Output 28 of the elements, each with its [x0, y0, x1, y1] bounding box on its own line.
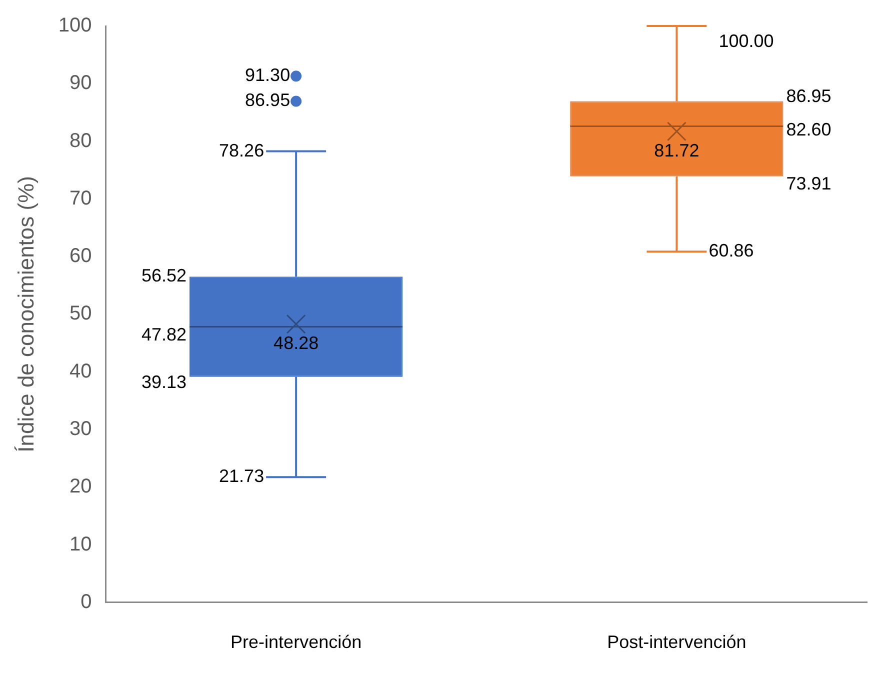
y-tick-label: 80: [70, 130, 92, 152]
y-tick-label: 20: [70, 476, 92, 498]
annotation: 47.82: [141, 324, 187, 345]
y-tick-label: 60: [70, 245, 92, 268]
y-tick-label: 30: [70, 418, 92, 440]
annotation: 78.26: [219, 140, 264, 160]
annotation: 100.00: [718, 30, 774, 51]
annotation: 60.86: [708, 240, 754, 261]
y-tick-label: 70: [70, 187, 92, 210]
annotation: 39.13: [141, 372, 187, 392]
annotation: 73.91: [786, 173, 832, 194]
annotation: 81.72: [654, 140, 700, 160]
y-tick-label: 100: [58, 14, 92, 37]
annotation: 48.28: [274, 333, 319, 354]
annotation: 21.73: [219, 466, 264, 486]
x-tick-label: Pre-intervención: [230, 632, 362, 652]
x-tick-label: Post-intervención: [607, 632, 746, 652]
y-tick-label: 50: [70, 302, 92, 325]
y-tick-label: 90: [70, 72, 92, 94]
annotation: 56.52: [141, 266, 187, 286]
annotation: 82.60: [786, 119, 832, 140]
annotation: 91.30: [245, 65, 290, 86]
y-tick-label: 40: [70, 360, 92, 382]
y-axis-title: Índice de conocimientos (%): [13, 176, 38, 452]
y-tick-label: 10: [70, 533, 92, 556]
annotation: 86.95: [786, 86, 832, 106]
y-tick-label: 0: [80, 590, 92, 613]
annotation: 86.95: [245, 90, 290, 110]
